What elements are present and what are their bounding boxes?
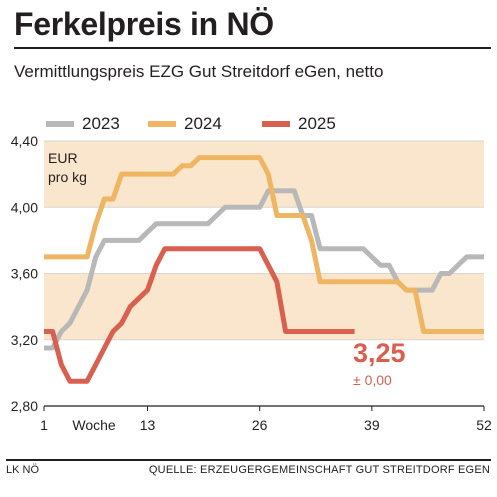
y-tick-label-4: 4,40	[11, 133, 38, 149]
legend-item-2024: 2024	[148, 113, 222, 135]
chart-subtitle: Vermittlungspreis EZG Gut Streitdorf eGe…	[14, 62, 384, 81]
title-divider	[14, 47, 491, 49]
series-line-2024	[44, 155, 484, 334]
y-tick-label-2: 3,60	[11, 266, 38, 282]
y-tick-label-0: 2,80	[11, 398, 38, 414]
x-tick-label-4: 52	[476, 417, 492, 433]
unit-label-line1: EUR	[48, 150, 78, 166]
y-tick-label-3: 4,00	[11, 199, 38, 215]
legend-swatch-2023	[46, 121, 74, 127]
x-tick-label-0: 1	[40, 417, 48, 433]
legend-label-2025: 2025	[298, 114, 336, 133]
x-tick-label-3: 39	[364, 417, 380, 433]
footer-source: QUELLE: ERZEUGERGEMEINSCHAFT GUT STREITD…	[148, 464, 490, 476]
legend-item-2023: 2023	[46, 113, 120, 135]
legend-label-2023: 2023	[82, 114, 120, 133]
x-tick-label-1: 13	[140, 417, 156, 433]
footer-credit: LK NÖ	[6, 464, 40, 476]
change-annotation: ± 0,00	[353, 372, 392, 388]
legend-swatch-2024	[148, 121, 176, 127]
legend-item-2025: 2025	[262, 113, 336, 135]
latest-value-annotation: 3,25	[353, 338, 406, 368]
x-axis-label: Woche	[72, 417, 116, 433]
series-line-2025	[44, 246, 355, 384]
legend-swatch-2025	[262, 121, 290, 127]
unit-label-line2: pro kg	[48, 169, 87, 185]
y-tick-label-1: 3,20	[11, 332, 38, 348]
chart-title: Ferkelpreis in NÖ	[14, 6, 274, 42]
x-tick-label-2: 26	[252, 417, 268, 433]
footer-divider	[6, 459, 491, 461]
legend-label-2024: 2024	[184, 114, 222, 133]
